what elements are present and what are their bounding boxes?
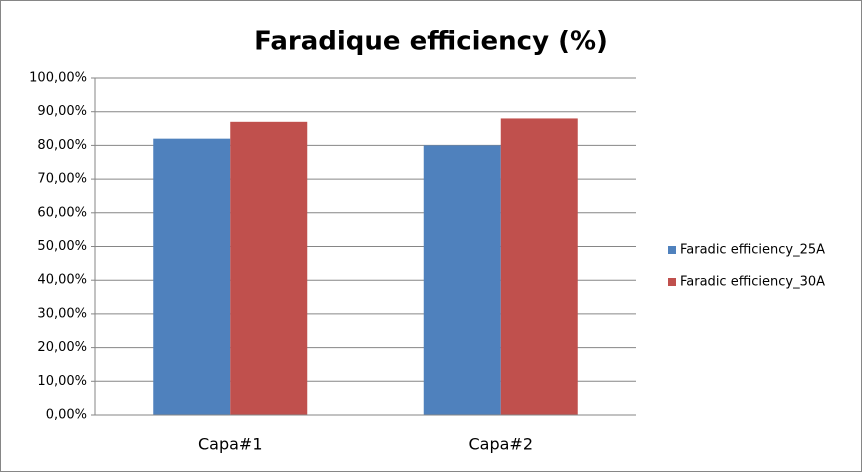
y-tick-label: 50,00% xyxy=(37,239,87,254)
y-tick-label: 60,00% xyxy=(37,205,87,220)
legend-label: Faradic efficiency_25A xyxy=(680,243,825,258)
bar xyxy=(500,118,578,415)
y-tick-label: 30,00% xyxy=(37,306,87,321)
y-tick-label: 10,00% xyxy=(37,374,87,389)
y-tick-label: 20,00% xyxy=(37,340,87,355)
legend-swatch xyxy=(668,278,676,286)
y-tick-label: 70,00% xyxy=(37,172,87,187)
y-tick-label: 90,00% xyxy=(37,104,87,119)
legend-label: Faradic efficiency_30A xyxy=(680,275,825,290)
bar xyxy=(230,121,308,415)
chart-title: Faradique efficiency (%) xyxy=(254,27,608,57)
legend-swatch xyxy=(668,246,676,254)
x-tick-label: Capa#2 xyxy=(468,435,533,454)
bar xyxy=(423,145,501,415)
y-tick-label: 40,00% xyxy=(37,273,87,288)
x-tick-label: Capa#1 xyxy=(198,435,263,454)
bar xyxy=(153,138,231,415)
y-tick-label: 0,00% xyxy=(46,408,87,423)
y-tick-label: 80,00% xyxy=(37,138,87,153)
y-tick-label: 100,00% xyxy=(29,71,87,86)
